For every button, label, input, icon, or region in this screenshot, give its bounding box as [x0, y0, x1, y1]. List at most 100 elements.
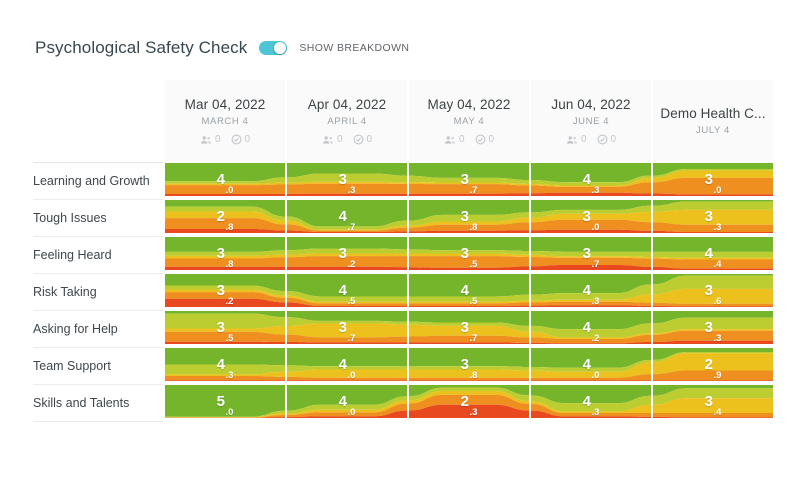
breakdown-stream-chart [409, 237, 529, 270]
score-cell-risk-taking-col1[interactable]: 3.2 [165, 274, 285, 307]
score-cell-risk-taking-col4[interactable]: 4.3 [531, 274, 651, 307]
breakdown-stream-chart [531, 348, 651, 381]
score-cell-feeling-heard-col4[interactable]: 3.7 [531, 237, 651, 270]
score-cell-learning-and-growth-col4[interactable]: 4.3 [531, 163, 651, 196]
breakdown-stream-chart [653, 348, 773, 381]
breakdown-stream-chart [653, 200, 773, 233]
score-cell-tough-issues-col2[interactable]: 4.7 [287, 200, 407, 233]
responses-count: 0 [366, 134, 373, 145]
breakdown-stream-chart [287, 348, 407, 381]
column-subtitle: APRIL 4 [327, 116, 367, 127]
score-cell-asking-for-help-col4[interactable]: 4.2 [531, 311, 651, 344]
breakdown-stream-chart [409, 163, 529, 196]
score-cell-team-support-col1[interactable]: 4.3 [165, 348, 285, 381]
show-breakdown-label: SHOW BREAKDOWN [299, 42, 410, 54]
score-cell-feeling-heard-col2[interactable]: 3.2 [287, 237, 407, 270]
breakdown-stream-chart [531, 311, 651, 344]
column-date: Mar 04, 2022 [184, 97, 266, 112]
score-cell-feeling-heard-col1[interactable]: 3.8 [165, 237, 285, 270]
breakdown-stream-chart [287, 274, 407, 307]
score-cell-learning-and-growth-col3[interactable]: 3.7 [409, 163, 529, 196]
check-circle-icon [597, 134, 607, 145]
column-subtitle: JUNE 4 [572, 116, 610, 127]
score-cell-tough-issues-col1[interactable]: 2.8 [165, 200, 285, 233]
score-cell-tough-issues-col3[interactable]: 3.8 [409, 200, 529, 233]
row-label-7: Skills and Talents [33, 385, 163, 422]
score-cell-team-support-col2[interactable]: 4.0 [287, 348, 407, 381]
score-cell-risk-taking-col3[interactable]: 4.5 [409, 274, 529, 307]
responses-count: 0 [244, 134, 251, 145]
column-subtitle: MAY 4 [453, 116, 485, 127]
breakdown-stream-chart [165, 163, 285, 196]
breakdown-stream-chart [653, 385, 773, 418]
check-circle-icon [353, 134, 363, 145]
breakdown-stream-chart [287, 311, 407, 344]
score-cell-team-support-col4[interactable]: 4.0 [531, 348, 651, 381]
score-cell-skills-and-talents-col2[interactable]: 4.0 [287, 385, 407, 418]
breakdown-stream-chart [409, 348, 529, 381]
score-cell-feeling-heard-col3[interactable]: 3.5 [409, 237, 529, 270]
score-cell-risk-taking-col5[interactable]: 3.6 [653, 274, 773, 307]
breakdown-stream-chart [165, 274, 285, 307]
score-cell-risk-taking-col2[interactable]: 4.5 [287, 274, 407, 307]
score-cell-skills-and-talents-col3[interactable]: 2.3 [409, 385, 529, 418]
column-date: Jun 04, 2022 [551, 97, 631, 112]
participants-icon [322, 135, 333, 144]
score-cell-learning-and-growth-col1[interactable]: 4.0 [165, 163, 285, 196]
row-label-6: Team Support [33, 348, 163, 385]
score-cell-asking-for-help-col2[interactable]: 3.7 [287, 311, 407, 344]
breakdown-stream-chart [165, 385, 285, 418]
responses-count: 0 [610, 134, 617, 145]
row-label-2: Tough Issues [33, 200, 163, 237]
column-date: Demo Health C... [660, 106, 766, 121]
score-cell-asking-for-help-col1[interactable]: 3.5 [165, 311, 285, 344]
page-title: Psychological Safety Check [35, 38, 248, 57]
breakdown-stream-chart [409, 200, 529, 233]
score-cell-skills-and-talents-col4[interactable]: 4.3 [531, 385, 651, 418]
toggle-knob-icon [274, 42, 287, 54]
breakdown-stream-chart [287, 385, 407, 418]
participants-icon [200, 135, 211, 144]
breakdown-stream-chart [409, 274, 529, 307]
breakdown-stream-chart [409, 385, 529, 418]
table-corner [33, 80, 163, 163]
column-header-5[interactable]: Demo Health C... JULY 4 [653, 80, 773, 162]
breakdown-stream-chart [165, 237, 285, 270]
breakdown-stream-chart [653, 237, 773, 270]
participants-count: 0 [214, 134, 221, 145]
row-label-3: Feeling Heard [33, 237, 163, 274]
column-subtitle: MARCH 4 [201, 116, 249, 127]
breakdown-stream-chart [531, 274, 651, 307]
score-cell-team-support-col3[interactable]: 3.8 [409, 348, 529, 381]
breakdown-stream-chart [653, 311, 773, 344]
row-label-5: Asking for Help [33, 311, 163, 348]
participants-icon [444, 135, 455, 144]
breakdown-stream-chart [287, 200, 407, 233]
breakdown-stream-chart [531, 237, 651, 270]
participants-count: 0 [580, 134, 587, 145]
score-cell-tough-issues-col5[interactable]: 3.3 [653, 200, 773, 233]
score-cell-learning-and-growth-col5[interactable]: 3.0 [653, 163, 773, 196]
score-cell-skills-and-talents-col1[interactable]: 5.0 [165, 385, 285, 418]
breakdown-stream-chart [165, 200, 285, 233]
check-circle-icon [475, 134, 485, 145]
score-cell-skills-and-talents-col5[interactable]: 3.4 [653, 385, 773, 418]
score-cell-asking-for-help-col3[interactable]: 3.7 [409, 311, 529, 344]
score-cell-learning-and-growth-col2[interactable]: 3.3 [287, 163, 407, 196]
score-cell-feeling-heard-col5[interactable]: 4.4 [653, 237, 773, 270]
check-circle-icon [231, 134, 241, 145]
score-cell-asking-for-help-col5[interactable]: 3.3 [653, 311, 773, 344]
column-date: Apr 04, 2022 [307, 97, 387, 112]
show-breakdown-toggle[interactable] [259, 41, 288, 55]
score-cell-team-support-col5[interactable]: 2.9 [653, 348, 773, 381]
breakdown-stream-chart [165, 348, 285, 381]
score-cell-tough-issues-col4[interactable]: 3.0 [531, 200, 651, 233]
